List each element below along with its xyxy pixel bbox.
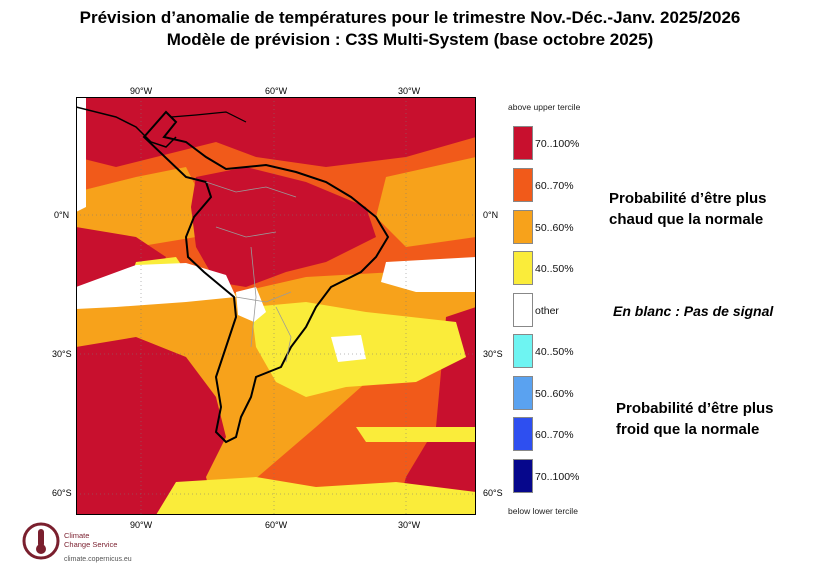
legend-label-other: other bbox=[535, 305, 559, 317]
legend-swatch-warm-40-50 bbox=[513, 251, 533, 285]
region-no-signal-atlantic bbox=[381, 257, 476, 292]
region-70-100-amazon bbox=[191, 167, 376, 287]
legend-label-warm-70-100: 70..100% bbox=[535, 138, 580, 150]
tick-right-lat-3: 60°S bbox=[483, 488, 503, 498]
region-50-60-pacific bbox=[76, 167, 206, 247]
legend-label-warm-50-60: 50..60% bbox=[535, 222, 574, 234]
logo-name-line-1: Climate bbox=[64, 531, 90, 540]
logo-name-line-2: Change Service bbox=[64, 540, 118, 549]
legend-swatch-cold-70-100 bbox=[513, 459, 533, 493]
legend-swatch-other bbox=[513, 293, 533, 327]
region-70-100-north bbox=[76, 97, 476, 167]
note-warm-line-1: Probabilité d’être plus bbox=[609, 190, 767, 207]
legend-swatch-warm-60-70 bbox=[513, 168, 533, 202]
graticule bbox=[76, 97, 476, 515]
chart-title: Prévision d’anomalie de températures pou… bbox=[0, 7, 820, 51]
note-cold-line-2: froid que la normale bbox=[616, 421, 760, 438]
legend-top-caption: above upper tercile bbox=[508, 102, 581, 112]
region-no-signal-andes bbox=[236, 287, 266, 322]
legend-swatch-cold-60-70 bbox=[513, 417, 533, 451]
region-no-signal-pacific bbox=[76, 263, 236, 309]
map-svg bbox=[76, 97, 476, 515]
region-no-signal-uruguay bbox=[331, 335, 366, 362]
legend-label-warm-60-70: 60..70% bbox=[535, 180, 574, 192]
logo-name: Climate Change Service bbox=[64, 531, 117, 549]
tick-top-lon-1: 90°W bbox=[130, 86, 153, 96]
note-no-signal: En blanc : Pas de signal bbox=[613, 303, 774, 319]
legend-label-cold-70-100: 70..100% bbox=[535, 471, 580, 483]
tick-top-lon-2: 60°W bbox=[265, 86, 288, 96]
legend-label-cold-40-50: 40..50% bbox=[535, 346, 574, 358]
note-warm-line-2: chaud que la normale bbox=[609, 211, 764, 228]
tick-bottom-lon-3: 30°W bbox=[398, 520, 421, 530]
forecast-map bbox=[76, 97, 476, 515]
title-line-1: Prévision d’anomalie de températures pou… bbox=[79, 8, 741, 27]
legend-label-warm-40-50: 40..50% bbox=[535, 263, 574, 275]
region-50-60-atlantic bbox=[376, 157, 476, 247]
south-america-coastline bbox=[142, 110, 390, 444]
tick-top-lon-3: 30°W bbox=[398, 86, 421, 96]
legend-swatch-cold-40-50 bbox=[513, 334, 533, 368]
legend-swatch-warm-50-60 bbox=[513, 210, 533, 244]
region-no-signal-edge bbox=[76, 97, 86, 212]
note-warm: Probabilité d’être plus chaud que la nor… bbox=[609, 188, 767, 230]
tick-right-lat-1: 0°N bbox=[483, 210, 499, 220]
tick-bottom-lon-1: 90°W bbox=[130, 520, 153, 530]
central-america-coastline bbox=[76, 106, 177, 148]
tick-left-lat-1: 0°N bbox=[54, 210, 70, 220]
legend: above upper tercile 70..100% 60..70% 50.… bbox=[505, 100, 595, 520]
legend-label-cold-50-60: 50..60% bbox=[535, 388, 574, 400]
legend-label-cold-60-70: 60..70% bbox=[535, 429, 574, 441]
region-70-100-pacific-south bbox=[76, 337, 226, 515]
country-borders bbox=[205, 181, 297, 363]
tick-right-lat-2: 30°S bbox=[483, 349, 503, 359]
copernicus-logo: Climate Change Service climate.copernicu… bbox=[22, 521, 162, 571]
legend-bottom-caption: below lower tercile bbox=[508, 506, 578, 516]
region-40-50-southern-ocean bbox=[156, 477, 476, 515]
tick-left-lat-3: 60°S bbox=[52, 488, 72, 498]
thermometer-logo-icon bbox=[22, 522, 60, 560]
map-frame bbox=[76, 97, 476, 515]
tick-bottom-lon-2: 60°W bbox=[265, 520, 288, 530]
legend-swatch-cold-50-60 bbox=[513, 376, 533, 410]
region-40-50-band bbox=[356, 427, 476, 442]
note-cold: Probabilité d’être plus froid que la nor… bbox=[616, 398, 774, 440]
title-line-2: Modèle de prévision : C3S Multi-System (… bbox=[166, 30, 654, 49]
logo-url: climate.copernicus.eu bbox=[64, 556, 132, 563]
tick-left-lat-2: 30°S bbox=[52, 349, 72, 359]
note-cold-line-1: Probabilité d’être plus bbox=[616, 400, 774, 417]
legend-swatch-warm-70-100 bbox=[513, 126, 533, 160]
caribbean-islands-outline bbox=[170, 111, 247, 123]
